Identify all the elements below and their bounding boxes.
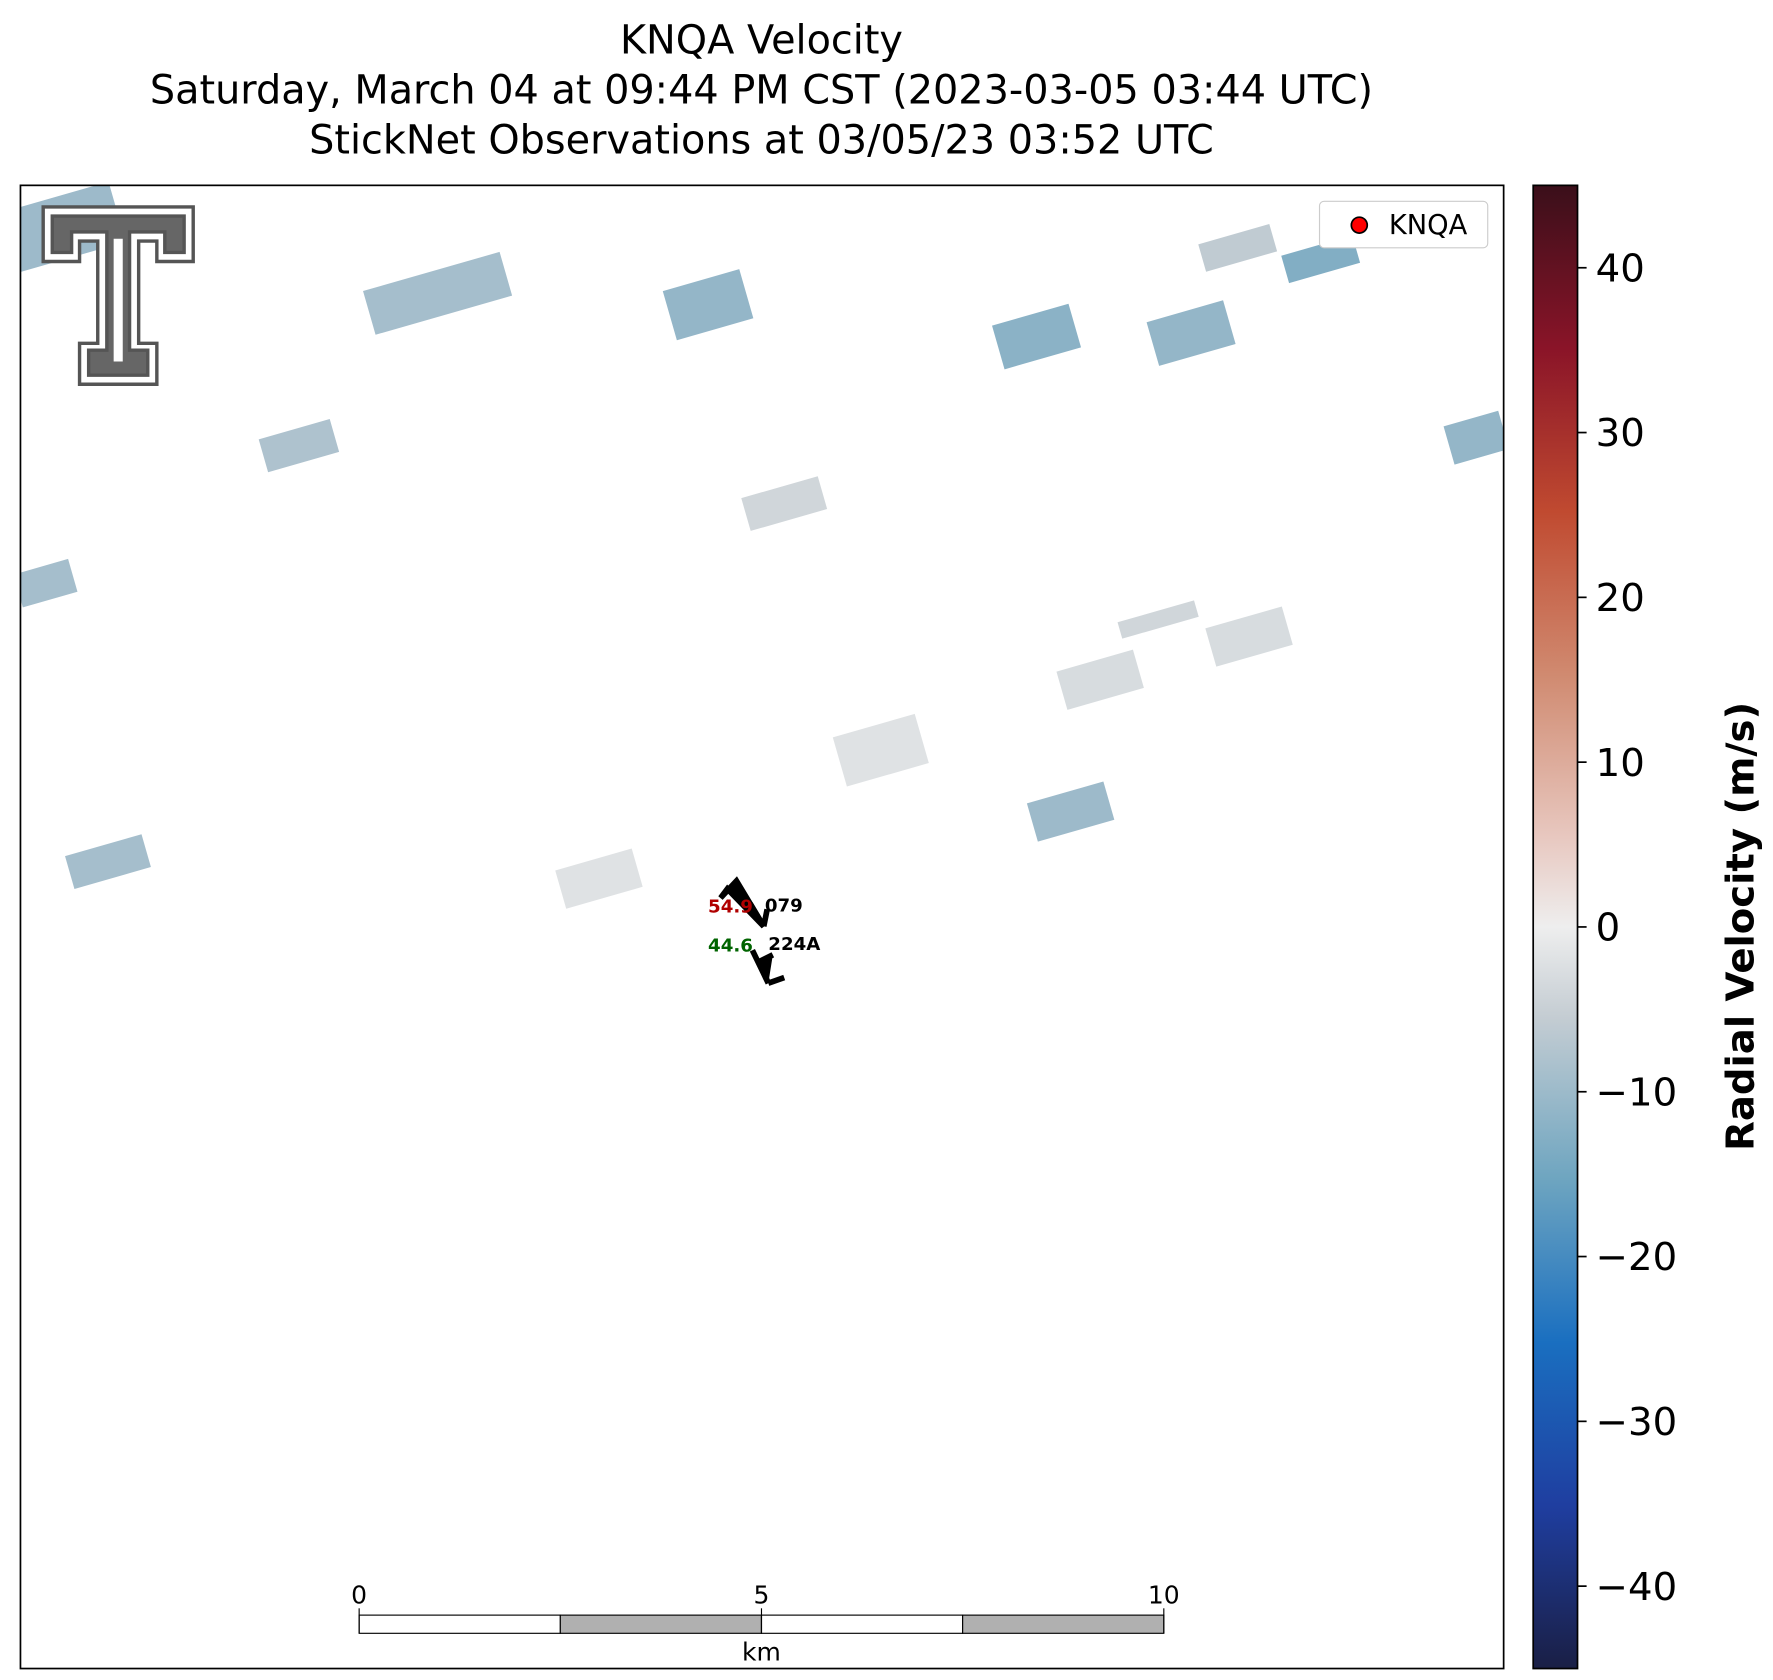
radar-gate (662, 269, 754, 341)
radar-gates (20, 185, 1504, 909)
radar-gate (258, 419, 340, 473)
wind-barbs (718, 876, 786, 986)
colorbar-tick-label: 10 (1596, 741, 1645, 786)
scale-segment (559, 1614, 763, 1634)
stations: 54.9 079 44.6 224A (708, 896, 820, 957)
station-id: 079 (765, 896, 803, 917)
radar-gate (555, 848, 643, 909)
title-line: StickNet Observations at 03/05/23 03:52 … (309, 118, 1214, 164)
radar-gate (1056, 649, 1144, 710)
scale-unit: km (742, 1638, 781, 1667)
colorbar-tick-label: −40 (1596, 1565, 1678, 1610)
colorbar-scale (1532, 184, 1579, 1670)
radar-gate (1205, 606, 1293, 667)
radar-gate (1146, 300, 1236, 366)
colorbar-label: Radial Velocity (m/s) (1719, 702, 1764, 1151)
colorbar-tick-label: 30 (1596, 411, 1645, 456)
scale-bar: 0 5 10 km (351, 1581, 1180, 1667)
scale-segment (962, 1614, 1165, 1634)
radar-gate (1026, 781, 1115, 842)
title-line: KNQA Velocity (620, 18, 903, 64)
legend-marker (1350, 216, 1369, 234)
station-id: 224A (768, 934, 820, 955)
radar-gate (1117, 600, 1199, 639)
scale-tick-label: 5 (754, 1581, 770, 1610)
scale-tick-label: 10 (1148, 1581, 1180, 1610)
radar-gate (65, 834, 151, 889)
radar-gate (741, 476, 828, 531)
colorbar-tick-label: −30 (1596, 1400, 1678, 1445)
radar-gate (20, 558, 78, 608)
colorbar-tick-label: 20 (1596, 576, 1645, 621)
radar-gate (832, 713, 929, 787)
map-frame (19, 184, 1505, 1670)
station-value: 54.9 (708, 897, 753, 918)
scale-segment (358, 1614, 561, 1634)
colorbar-tick-label: 0 (1596, 906, 1621, 951)
colorbar-tick-label: −10 (1596, 1070, 1678, 1115)
station-value: 44.6 (708, 935, 753, 956)
colorbar-tick-label: −20 (1596, 1235, 1678, 1280)
colorbar-tick-label: 40 (1596, 246, 1645, 291)
scale-segment (760, 1614, 964, 1634)
legend-box (1318, 200, 1489, 249)
legend-label: KNQA (1389, 210, 1468, 241)
title-line: Saturday, March 04 at 09:44 PM CST (2023… (150, 68, 1373, 114)
scale-tick-label: 0 (351, 1581, 367, 1610)
colorbar: −40 −30 −20 −10 0 10 20 30 40 Radial Velocity (m/… (1532, 184, 1764, 1670)
logo (41, 205, 195, 386)
radar-gate (1198, 224, 1278, 272)
radar-gate (992, 303, 1082, 370)
radar-gate (363, 251, 513, 335)
legend: KNQA (1318, 200, 1489, 249)
radar-gate (1443, 410, 1504, 465)
